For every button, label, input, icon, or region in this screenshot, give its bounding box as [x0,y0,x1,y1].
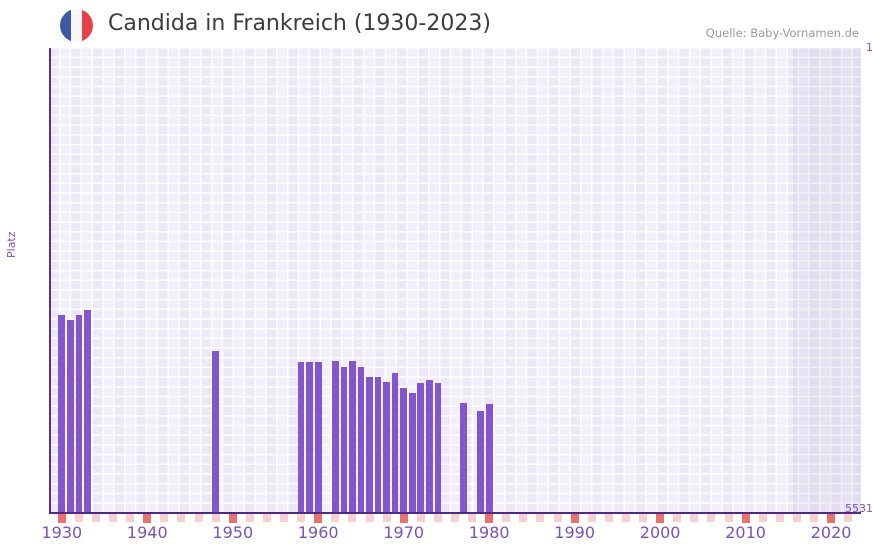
x-axis-tick-mark [485,514,494,523]
x-axis-minor-tick [109,514,118,522]
bar [75,315,83,513]
x-axis-minor-tick [792,514,801,522]
bar [332,360,339,513]
x-axis-minor-tick [468,514,477,522]
x-axis-tick-mark [57,514,66,523]
x-axis-minor-tick [673,514,682,522]
x-axis-minor-tick [775,514,784,522]
x-axis-minor-tick [245,514,254,522]
x-axis-minor-tick [348,514,357,522]
france-flag-icon [60,9,93,42]
bar [485,403,493,513]
x-axis-tick-label: 1930 [41,523,83,542]
x-axis-tick-label: 1980 [468,523,510,542]
x-axis-minor-tick [844,514,853,522]
bar [58,315,66,513]
x-axis-minor-tick [177,514,186,522]
x-axis-tick-mark [827,514,836,523]
x-axis-minor-tick [382,514,391,522]
x-axis-tick-label: 2010 [725,523,766,542]
x-axis-tick-label: 1950 [212,523,254,542]
flag-band-white [71,9,82,42]
source-attribution: Quelle: Baby-Vornamen.de [705,26,859,40]
x-axis-tick-label: 1960 [297,523,339,542]
x-axis-minor-tick [502,514,511,522]
x-axis-minor-tick [160,514,169,522]
bar [297,361,305,513]
flag-band-blue [60,9,71,42]
x-axis-minor-tick [451,514,459,522]
bar [212,350,219,513]
bar [417,382,425,513]
x-axis-minor-tick [194,514,203,522]
y-axis-tick-bottom: 5531 [845,502,873,515]
bar [460,402,467,513]
bar [314,361,322,513]
x-axis-minor-tick [690,514,699,522]
y-axis-tick-top: 1 [866,41,873,54]
y-axis-title: Platz [5,231,18,258]
x-axis-minor-tick [809,514,818,522]
bar [357,366,365,513]
bar [408,392,416,513]
bar [349,360,356,513]
chart-header: Candida in Frankreich (1930-2023) Quelle… [0,0,873,44]
x-axis-minor-tick [519,514,528,522]
x-axis-line [49,512,861,514]
x-axis-tick-mark [741,514,750,523]
x-axis-minor-tick [587,514,596,522]
x-axis-minor-tick [433,514,442,522]
x-axis-minor-tick [331,514,340,522]
x-axis-tick-mark [143,514,152,523]
x-axis-tick-label: 2020 [810,523,852,542]
flag-band-red [82,9,93,42]
x-axis-minor-tick [707,514,716,522]
x-axis-minor-tick [297,514,306,522]
bar [391,372,399,513]
plot-area [49,48,861,513]
x-axis-minor-tick [416,514,425,522]
x-axis-minor-tick [92,514,100,522]
x-axis-tick-label: 2000 [639,523,681,542]
x-axis-minor-tick [262,514,271,522]
bar [477,411,484,513]
x-axis-tick-mark [570,514,579,523]
bar [434,383,442,513]
bar-series [49,48,861,513]
y-axis-line [49,48,51,513]
x-axis-minor-tick [553,514,562,522]
bar [306,361,314,513]
bar [67,319,74,513]
x-axis-minor-tick [621,514,630,522]
bar [400,388,408,513]
x-axis-tick-label: 1970 [383,523,425,542]
x-axis-tick-label: 1990 [554,523,596,542]
bar [366,376,373,513]
bar [84,310,91,513]
bar [383,381,390,513]
x-axis-minor-tick [365,514,374,522]
bar [374,376,382,513]
x-axis-tick-mark [314,514,323,523]
bar [426,380,433,513]
x-axis-tick-mark [228,514,237,523]
x-axis-minor-tick [604,514,613,522]
x-axis-tick-mark [656,514,665,523]
x-axis-minor-tick [211,514,220,522]
x-axis-minor-tick [536,514,545,522]
x-axis-minor-tick [74,514,83,522]
x-axis-minor-tick [724,514,733,522]
x-axis-tick-mark [399,514,408,523]
chart-title: Candida in Frankreich (1930-2023) [108,11,491,36]
x-axis-minor-tick [639,514,648,522]
x-axis-tick-label: 1940 [126,523,168,542]
bar [340,367,348,513]
x-axis-minor-tick [758,514,767,522]
x-axis-minor-tick [280,514,289,522]
x-axis-minor-tick [126,514,135,522]
